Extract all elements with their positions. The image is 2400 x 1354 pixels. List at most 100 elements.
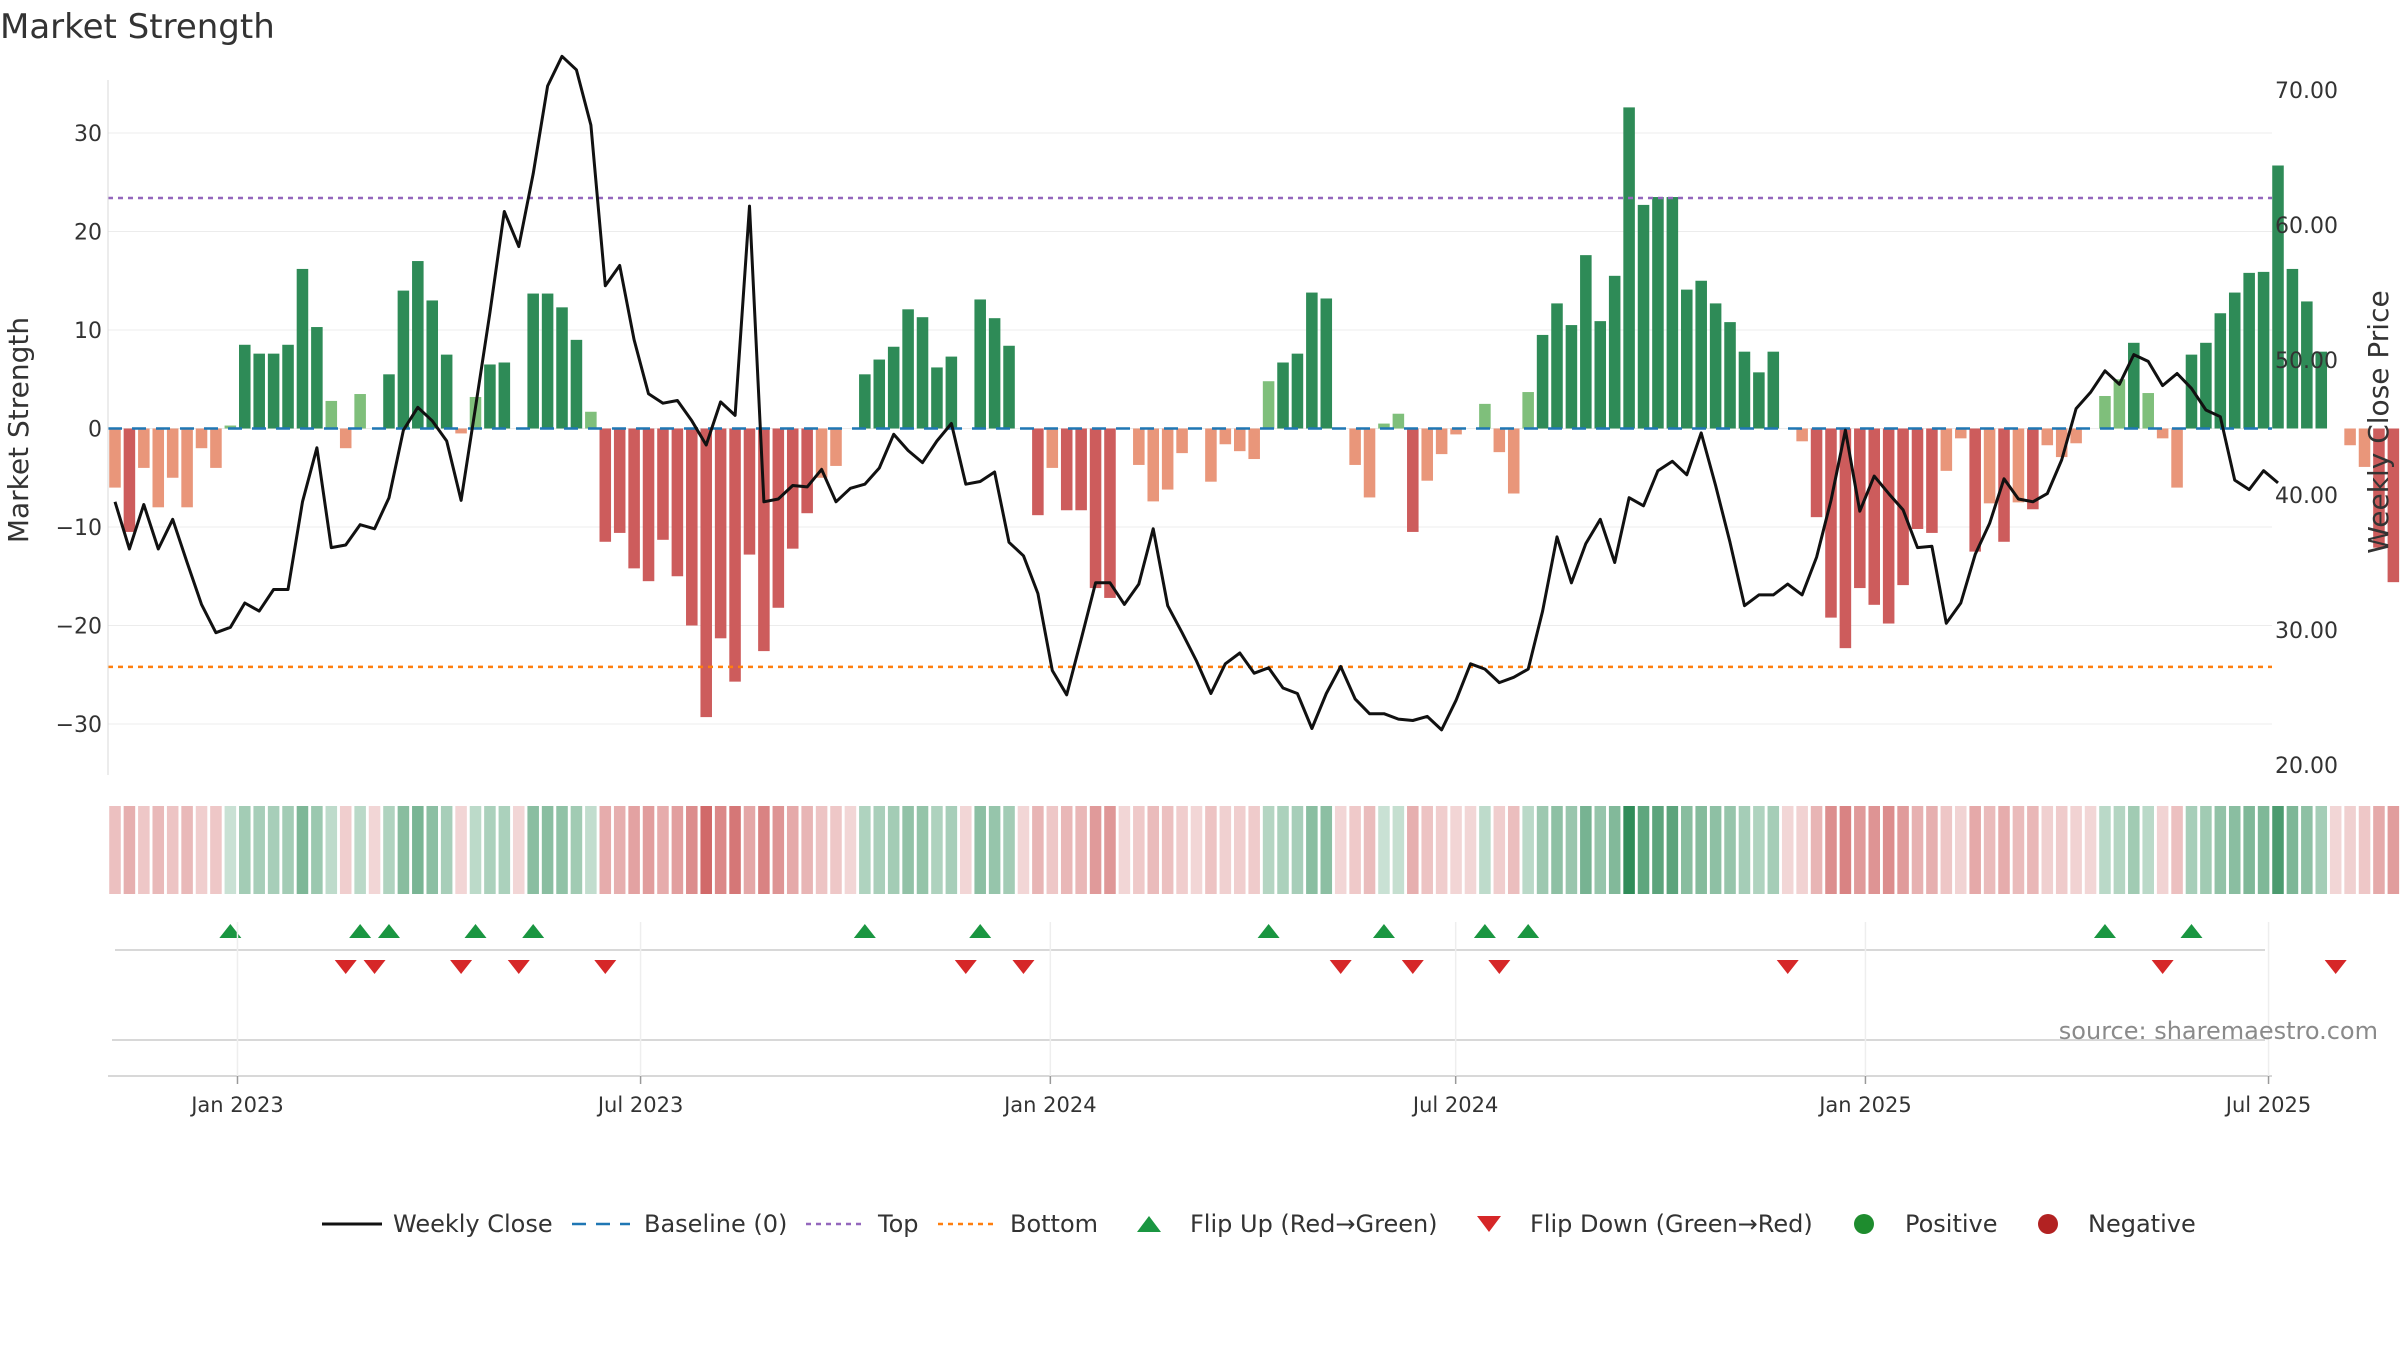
strength-bar bbox=[1161, 428, 1174, 490]
heat-cell bbox=[714, 806, 727, 894]
heat-cell bbox=[527, 806, 539, 894]
strength-bar bbox=[123, 428, 136, 532]
strength-bar bbox=[325, 400, 338, 429]
strength-bar bbox=[1940, 428, 1953, 471]
strength-bar bbox=[931, 367, 943, 429]
strength-bar bbox=[484, 364, 496, 429]
flip-down-marker bbox=[594, 960, 617, 974]
strength-bar bbox=[296, 268, 309, 429]
strength-bar bbox=[267, 353, 280, 429]
legend-label: Flip Up (Red→Green) bbox=[1190, 1210, 1438, 1238]
strength-bar bbox=[1003, 345, 1015, 429]
legend-positive-swatch bbox=[1854, 1214, 1874, 1234]
heat-cell bbox=[671, 806, 684, 894]
strength-bar bbox=[311, 327, 323, 429]
axes: 30 20 10 0 −10 −20 −30 70.00 60.00 50.00 40.00 30.0… bbox=[2, 79, 2395, 779]
left-tick-label: −30 bbox=[56, 713, 102, 738]
flip-up-marker bbox=[853, 924, 876, 938]
heat-cell bbox=[1291, 806, 1304, 894]
heat-cell bbox=[1926, 806, 1938, 894]
strength-bar bbox=[1032, 428, 1044, 516]
heat-cell bbox=[181, 806, 193, 894]
legend-flip-up-swatch bbox=[1137, 1216, 1161, 1232]
strength-bar bbox=[1666, 197, 1679, 429]
strength-bar bbox=[1724, 322, 1736, 429]
right-tick-label: 70.00 bbox=[2275, 79, 2338, 104]
strength-bar bbox=[1435, 428, 1448, 455]
strength-bar bbox=[253, 353, 265, 429]
strength-bar bbox=[772, 428, 785, 608]
strength-bar bbox=[585, 411, 597, 429]
close-line-group bbox=[113, 54, 2279, 732]
heat-cell bbox=[1969, 806, 1981, 894]
legend-label: Bottom bbox=[1010, 1210, 1098, 1238]
heat-cell bbox=[1897, 806, 1909, 894]
heat-cell bbox=[1594, 806, 1607, 894]
strength-heat-strip bbox=[109, 806, 2400, 894]
heat-cell bbox=[1060, 806, 1073, 894]
heat-cell bbox=[2171, 806, 2183, 894]
heat-cell bbox=[1695, 806, 1707, 894]
flip-up-marker bbox=[377, 924, 400, 938]
flip-up-marker bbox=[2180, 924, 2203, 938]
heat-cell bbox=[570, 806, 583, 894]
strength-bar bbox=[714, 428, 727, 639]
legend-label: Weekly Close bbox=[393, 1210, 553, 1238]
strength-bar bbox=[1868, 428, 1881, 605]
heat-cell bbox=[945, 806, 958, 894]
strength-bar bbox=[1565, 325, 1578, 429]
heat-cell bbox=[455, 806, 467, 894]
strength-bar bbox=[1089, 428, 1102, 589]
strength-bar bbox=[2142, 393, 2154, 429]
strength-bar bbox=[1882, 428, 1895, 624]
heat-cell bbox=[253, 806, 265, 894]
strength-bar bbox=[801, 428, 813, 514]
heat-cell bbox=[1017, 806, 1030, 894]
heat-cell bbox=[368, 806, 381, 894]
flip-up-marker bbox=[464, 924, 487, 938]
heat-cell bbox=[469, 806, 482, 894]
strength-bar bbox=[1075, 428, 1087, 511]
strength-bar bbox=[2228, 292, 2241, 429]
heat-cell bbox=[138, 806, 150, 894]
heat-cell bbox=[397, 806, 410, 894]
flip-down-marker bbox=[334, 960, 357, 974]
x-tick-label: Jan 2024 bbox=[1002, 1093, 1097, 1117]
heat-cell bbox=[1854, 806, 1866, 894]
heat-cell bbox=[2257, 806, 2270, 894]
heat-cell bbox=[1623, 806, 1635, 894]
strength-bar bbox=[2113, 379, 2126, 429]
x-tick-label: Jul 2023 bbox=[596, 1093, 683, 1117]
left-tick-label: −10 bbox=[56, 516, 102, 541]
strength-bar bbox=[2214, 313, 2227, 429]
strength-bar bbox=[1897, 428, 1909, 586]
heat-cell bbox=[1219, 806, 1232, 894]
heat-cell bbox=[1839, 806, 1852, 894]
strength-bar bbox=[2070, 428, 2082, 444]
strength-bar bbox=[498, 362, 511, 429]
strength-bar bbox=[2099, 395, 2111, 429]
strength-bar bbox=[282, 344, 294, 429]
flip-down-marker bbox=[1329, 960, 1352, 974]
heat-cell bbox=[1233, 806, 1246, 894]
heat-cell bbox=[1104, 806, 1116, 894]
flip-down-marker bbox=[1776, 960, 1799, 974]
right-tick-label: 30.00 bbox=[2275, 619, 2338, 644]
heat-cell bbox=[830, 806, 842, 894]
strength-bar bbox=[1392, 413, 1405, 429]
heat-cell bbox=[1118, 806, 1131, 894]
strength-bar bbox=[109, 428, 121, 488]
heat-cell bbox=[2099, 806, 2111, 894]
strength-bar bbox=[383, 374, 395, 429]
heat-cell bbox=[1882, 806, 1895, 894]
strength-bar bbox=[1969, 428, 1981, 552]
legend-label: Positive bbox=[1905, 1210, 1998, 1238]
heat-cell bbox=[1464, 806, 1477, 894]
heat-cell bbox=[1796, 806, 1808, 894]
heat-cell bbox=[743, 806, 756, 894]
heat-cell bbox=[541, 806, 554, 894]
heat-cell bbox=[1450, 806, 1462, 894]
flip-down-marker bbox=[363, 960, 386, 974]
strength-bar bbox=[1839, 428, 1852, 649]
